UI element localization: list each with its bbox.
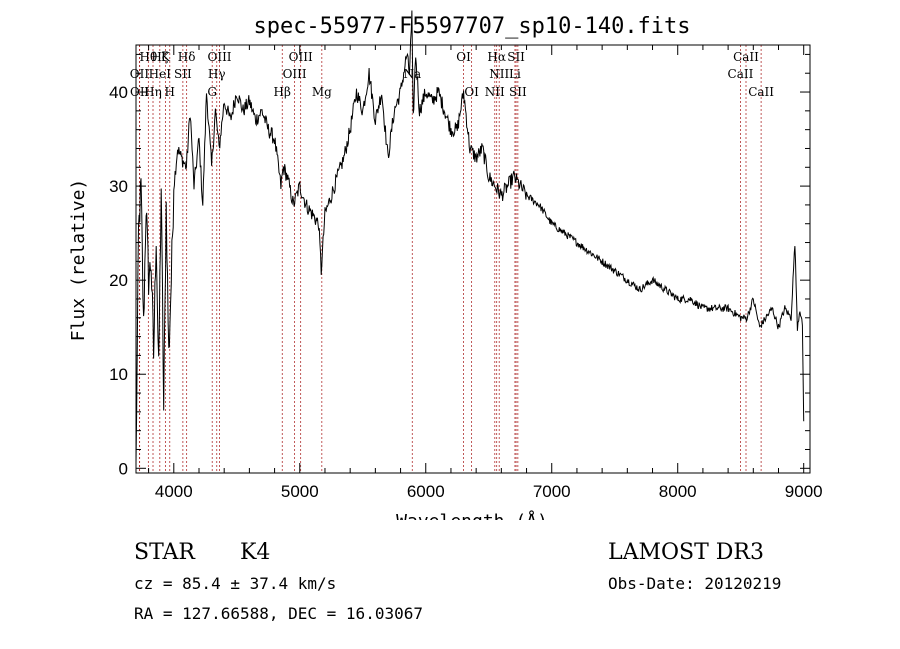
line-label: K <box>161 50 171 64</box>
line-label: CaII <box>748 85 774 99</box>
line-label: Hζ <box>151 50 168 64</box>
y-tick-label: 0 <box>119 459 128 478</box>
spectrum-line <box>135 10 805 463</box>
line-label: G <box>207 85 217 99</box>
line-label: OIII <box>289 50 313 64</box>
line-label: Hη <box>144 85 162 99</box>
line-label: Hα <box>487 50 506 64</box>
survey-name: LAMOST DR3 <box>608 540 764 565</box>
line-label: OII <box>130 67 150 81</box>
plot-frame <box>135 44 811 474</box>
line-label: Mg <box>312 85 332 99</box>
line-label: OI <box>456 50 471 64</box>
line-label: CaII <box>733 50 759 64</box>
x-tick-label: 6000 <box>407 482 445 501</box>
line-label: SII <box>509 85 527 99</box>
line-label: OIII <box>207 50 231 64</box>
x-axis-label: Wavelength (Å) <box>396 510 548 520</box>
line-label: HeI <box>149 67 172 81</box>
spectral-subclass: K4 <box>240 540 271 565</box>
line-label: CaII <box>728 67 754 81</box>
line-label: Li <box>509 67 521 81</box>
x-tick-label: 5000 <box>281 482 319 501</box>
y-axis: 0 10 20 30 40 <box>109 53 810 478</box>
line-label: H <box>165 85 175 99</box>
line-label: Hδ <box>178 50 196 64</box>
line-label: OIII <box>283 67 307 81</box>
spectral-line-markers <box>139 45 762 473</box>
line-label: OI <box>464 85 479 99</box>
x-tick-label: 9000 <box>785 482 823 501</box>
line-label: SII <box>507 50 525 64</box>
y-tick-label: 20 <box>109 271 128 290</box>
x-tick-label: 7000 <box>533 482 571 501</box>
y-tick-label: 10 <box>109 365 128 384</box>
spectrum-chart: spec-55977-F5597707_sp10-140.fits 4000 50… <box>68 10 823 520</box>
x-axis: 4000 5000 6000 7000 8000 9000 <box>148 45 823 501</box>
x-tick-label: 8000 <box>659 482 697 501</box>
redshift-velocity: cz = 85.4 ± 37.4 km/s <box>134 574 337 593</box>
y-axis-label: Flux (relative) <box>68 179 89 342</box>
line-label: Na <box>403 67 421 81</box>
line-label: Hθ <box>139 50 157 64</box>
line-label: Hβ <box>274 85 291 99</box>
line-label: OII <box>130 85 150 99</box>
x-tick-label: 4000 <box>155 482 193 501</box>
y-tick-label: 40 <box>109 83 128 102</box>
spectrum-series <box>135 10 805 463</box>
line-label: SII <box>174 67 192 81</box>
observation-date: Obs-Date: 20120219 <box>608 574 782 593</box>
y-tick-label: 30 <box>109 177 128 196</box>
chart-title: spec-55977-F5597707_sp10-140.fits <box>253 14 690 39</box>
line-label: Hγ <box>208 67 226 81</box>
line-label: NII <box>489 67 509 81</box>
line-label: NII <box>485 85 505 99</box>
object-class: STAR <box>134 540 195 565</box>
sky-coordinates: RA = 127.66588, DEC = 16.03067 <box>134 604 423 623</box>
